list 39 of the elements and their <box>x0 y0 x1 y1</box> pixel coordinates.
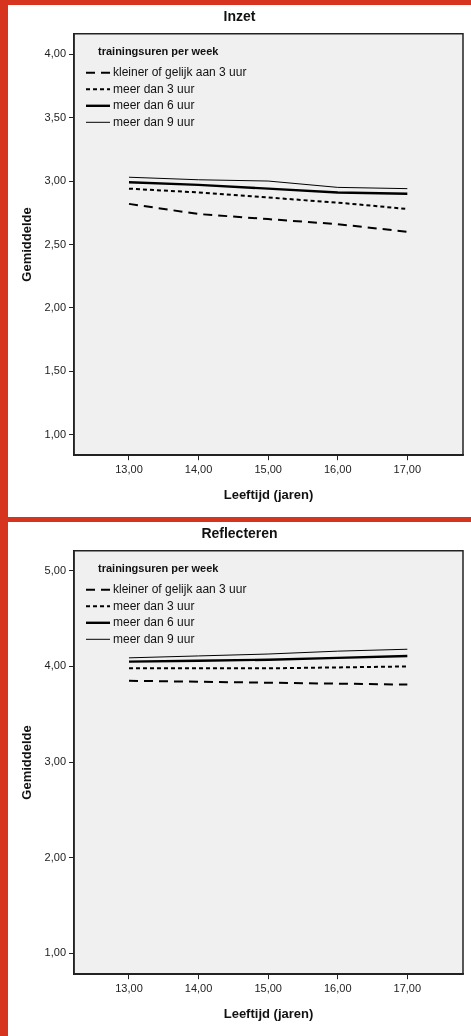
chart-title: Reflecteren <box>201 525 278 542</box>
y-axis-title: Gemiddelde <box>19 725 35 800</box>
y-tick-label: 4,00 <box>44 659 67 672</box>
x-axis-title: Leeftijd (jaren) <box>223 1005 314 1021</box>
x-tick-label: 15,00 <box>254 462 282 475</box>
y-tick-label: 2,00 <box>44 850 67 863</box>
x-tick-label: 16,00 <box>323 981 352 994</box>
x-tick-label: 13,00 <box>115 462 143 475</box>
y-tick-label: 1,00 <box>44 427 67 440</box>
legend-title: trainingsuren per week <box>98 44 220 57</box>
legend-title: trainingsuren per week <box>98 561 220 574</box>
y-tick-label: 5,00 <box>44 563 67 576</box>
chart-title: Inzet <box>223 8 256 25</box>
x-tick-label: 14,00 <box>184 981 213 994</box>
y-tick-label: 2,00 <box>44 301 67 313</box>
y-axis-title: Gemiddelde <box>19 207 35 282</box>
legend-label: meer dan 6 uur <box>113 615 195 630</box>
legend-label: kleiner of gelijk aan 3 uur <box>113 65 247 80</box>
x-tick-label: 17,00 <box>393 981 422 994</box>
legend-label: meer dan 3 uur <box>113 81 195 96</box>
y-tick-label: 3,50 <box>44 110 67 123</box>
y-tick-label: 3,00 <box>44 755 67 768</box>
x-tick-label: 14,00 <box>184 462 213 475</box>
legend-label: meer dan 3 uur <box>113 598 195 613</box>
line-series <box>127 202 409 233</box>
y-tick-label: 4,00 <box>44 47 67 60</box>
y-tick-label: 1,50 <box>44 364 67 377</box>
legend-label: meer dan 6 uur <box>113 98 195 113</box>
legend-label: kleiner of gelijk aan 3 uur <box>113 582 247 597</box>
y-tick-label: 1,00 <box>44 946 67 959</box>
y-tick-label: 2,50 <box>44 237 67 250</box>
legend-label: meer dan 9 uur <box>113 631 195 646</box>
y-tick-label: 3,00 <box>44 174 67 187</box>
x-axis-title: Leeftijd (jaren) <box>223 486 314 502</box>
x-tick-label: 16,00 <box>323 462 352 475</box>
x-tick-label: 15,00 <box>254 981 282 994</box>
x-tick-label: 17,00 <box>393 462 422 475</box>
x-tick-label: 13,00 <box>115 981 143 994</box>
legend-label: meer dan 9 uur <box>113 114 195 129</box>
